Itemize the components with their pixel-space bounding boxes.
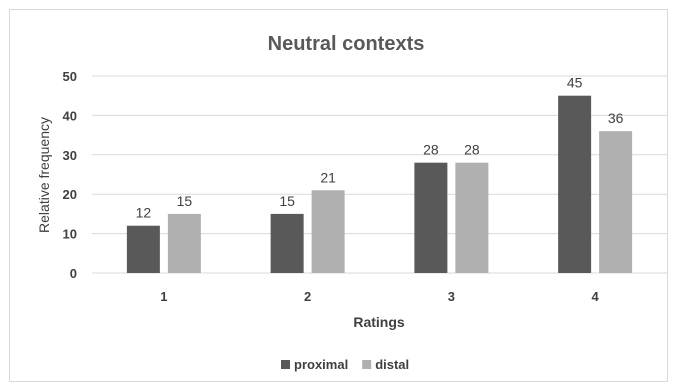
x-tick-label: 1: [160, 289, 167, 304]
y-tick-label: 10: [63, 227, 77, 242]
chart-title: Neutral contexts: [268, 33, 425, 55]
data-label: 15: [177, 193, 193, 209]
x-tick-labels: 1 2 3 4: [160, 289, 599, 304]
x-axis-label: Ratings: [353, 314, 405, 330]
bar-distal: [167, 213, 201, 273]
bar-proximal: [270, 213, 304, 273]
legend-label: proximal: [294, 357, 348, 372]
x-tick-label: 2: [304, 289, 311, 304]
bar-proximal: [558, 95, 592, 273]
data-label: 45: [567, 75, 583, 91]
legend: proximal distal: [281, 357, 409, 372]
legend-swatch-proximal: [281, 360, 290, 369]
y-tick-label: 0: [70, 266, 77, 281]
y-tick-labels: 0 10 20 30 40 50: [63, 69, 77, 281]
bar-proximal: [414, 162, 448, 273]
data-label: 28: [464, 142, 480, 158]
data-label: 36: [608, 110, 624, 126]
y-tick-label: 20: [63, 187, 77, 202]
x-tick-label: 4: [592, 289, 600, 304]
y-tick-label: 40: [63, 108, 77, 123]
x-tick-label: 3: [448, 289, 455, 304]
data-label: 15: [279, 193, 295, 209]
y-axis-label: Relative frequency: [36, 117, 52, 233]
bar-proximal: [126, 225, 160, 273]
bars: 12 15 15 21 28 28 45 36: [126, 75, 633, 273]
data-label: 28: [423, 142, 439, 158]
data-label: 21: [320, 169, 336, 185]
bar-distal: [599, 131, 633, 273]
data-label: 12: [136, 205, 152, 221]
y-tick-label: 30: [63, 148, 77, 163]
legend-label: distal: [375, 357, 409, 372]
y-tick-label: 50: [63, 69, 77, 84]
bar-distal: [455, 162, 489, 273]
legend-swatch-distal: [362, 360, 372, 369]
bar-distal: [311, 190, 345, 273]
